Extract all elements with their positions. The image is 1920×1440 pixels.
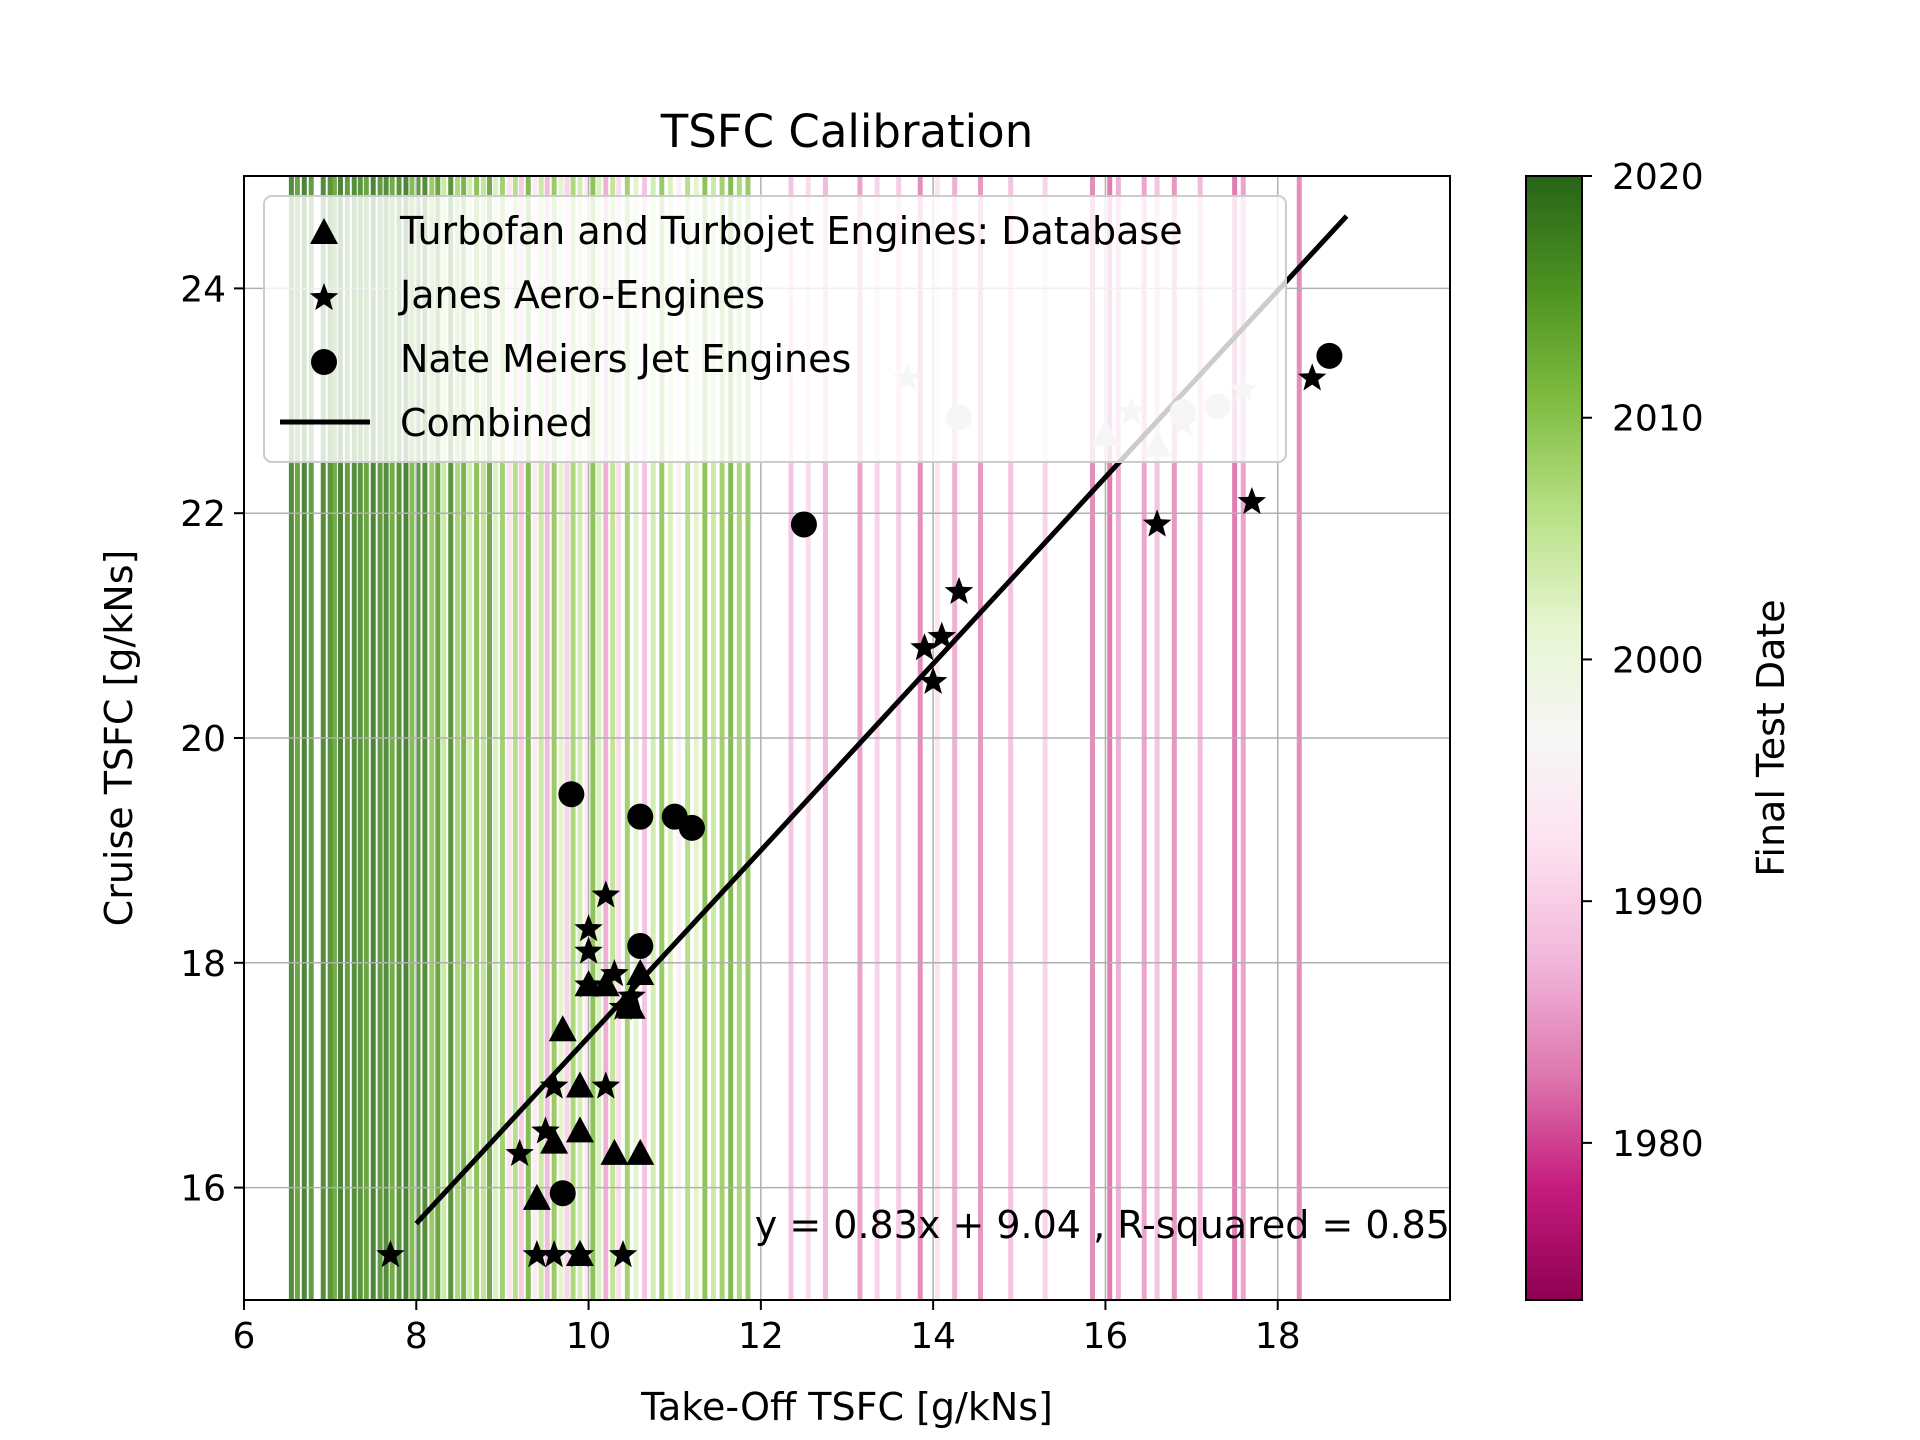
janes-star-point [1297, 363, 1327, 391]
janes-star-point [539, 1240, 569, 1268]
database-triangle-point [548, 1015, 577, 1042]
janes-star-point [927, 621, 956, 649]
database-triangle-point [565, 1116, 594, 1143]
database-triangle-point [522, 1183, 551, 1210]
y-tick-label: 16 [180, 1169, 226, 1210]
x-axis-label: Take-Off TSFC [g/kNs] [640, 1385, 1053, 1429]
x-tick-label: 14 [910, 1316, 956, 1357]
colorbar-ticks: 1980 1990 2000 2010 2020 [1582, 157, 1704, 1165]
legend-label-meiers: Nate Meiers Jet Engines [400, 337, 851, 381]
database-triangle-point [600, 1138, 629, 1165]
y-tick-label: 18 [180, 944, 226, 985]
meiers-circle-point [558, 781, 585, 808]
legend: Turbofan and Turbojet Engines: Database … [263, 195, 1287, 463]
janes-star-point [617, 981, 646, 1009]
janes-star-point [574, 914, 603, 942]
x-tick-label: 16 [1083, 1316, 1129, 1357]
meiers-circle-point [678, 814, 705, 841]
janes-star-point [522, 1240, 552, 1268]
colorbar-tick-label: 1980 [1612, 1124, 1704, 1165]
meiers-circle-point [1316, 342, 1343, 369]
meiers-circle-point [549, 1180, 576, 1207]
janes-star-point [591, 880, 621, 908]
janes-star-point [565, 1240, 595, 1268]
janes-star-point [574, 936, 603, 964]
x-axis-ticks: 6 8 10 12 14 16 18 [233, 1300, 1301, 1357]
janes-star-point [944, 576, 974, 604]
x-tick-label: 6 [233, 1316, 256, 1357]
x-tick-label: 18 [1255, 1316, 1301, 1357]
x-tick-label: 10 [566, 1316, 612, 1357]
janes-star-point [1142, 509, 1172, 537]
legend-star-marker [309, 283, 339, 311]
legend-label-database: Turbofan and Turbojet Engines: Database [399, 209, 1183, 253]
colorbar: 1980 1990 2000 2010 2020 Final Test Date [1525, 157, 1793, 1301]
janes-star-point [376, 1240, 405, 1268]
janes-star-point [910, 633, 939, 661]
database-triangle-point [540, 1127, 569, 1154]
janes-star-point [505, 1138, 534, 1166]
janes-star-point [591, 1071, 621, 1099]
y-axis-ticks: 16 18 20 22 24 [180, 269, 244, 1210]
janes-star-point [608, 992, 638, 1020]
janes-star-point [539, 1071, 569, 1099]
database-triangle-point [626, 959, 655, 986]
janes-star-point [1237, 487, 1267, 515]
legend-label-combined: Combined [400, 401, 593, 445]
janes-star-point [608, 1240, 638, 1268]
meiers-circle-point [790, 511, 817, 538]
colorbar-tick-label: 1990 [1612, 882, 1704, 923]
database-triangle-point [626, 1138, 655, 1165]
y-tick-label: 24 [180, 269, 226, 310]
legend-circle-marker [311, 349, 337, 375]
colorbar-tick-label: 2020 [1612, 157, 1704, 198]
janes-star-point [600, 959, 629, 987]
janes-star-point [574, 970, 603, 998]
legend-triangle-marker [310, 218, 338, 244]
y-axis-label: Cruise TSFC [g/kNs] [97, 550, 141, 927]
chart-title: TSFC Calibration [660, 105, 1034, 158]
janes-star-point [531, 1116, 560, 1144]
legend-label-janes: Janes Aero-Engines [398, 273, 765, 317]
colorbar-tick-label: 2000 [1612, 640, 1704, 681]
fit-equation-annotation: y = 0.83x + 9.04 , R-squared = 0.85 [755, 1203, 1450, 1247]
meiers-circle-point [627, 932, 654, 959]
janes-star-point [918, 666, 948, 694]
y-tick-label: 22 [180, 494, 226, 535]
x-tick-label: 12 [738, 1316, 784, 1357]
legend-box [263, 195, 1287, 463]
colorbar-tick-label: 2010 [1612, 399, 1704, 440]
database-triangle-point [565, 1071, 594, 1098]
y-tick-label: 20 [180, 719, 226, 760]
x-tick-label: 8 [405, 1316, 428, 1357]
colorbar-gradient [1525, 175, 1583, 1301]
meiers-circle-point [627, 803, 654, 830]
colorbar-label: Final Test Date [1749, 599, 1793, 876]
